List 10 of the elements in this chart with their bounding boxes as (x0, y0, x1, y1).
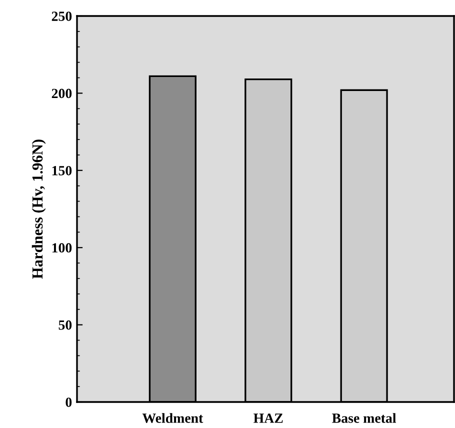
y-tick-label: 50 (58, 320, 72, 330)
y-tick-label: 200 (52, 88, 72, 98)
y-axis-title: Hardness (Hv, 1.96N) (32, 140, 46, 279)
y-tick-label: 0 (66, 398, 72, 407)
y-tick-label: 150 (52, 166, 72, 176)
x-tick-label: Base metal (332, 413, 396, 423)
y-tick-label: 250 (52, 12, 72, 21)
y-tick-label: 100 (52, 243, 72, 253)
x-tick-label: Weldment (142, 413, 204, 423)
x-tick-label: HAZ (254, 414, 283, 423)
